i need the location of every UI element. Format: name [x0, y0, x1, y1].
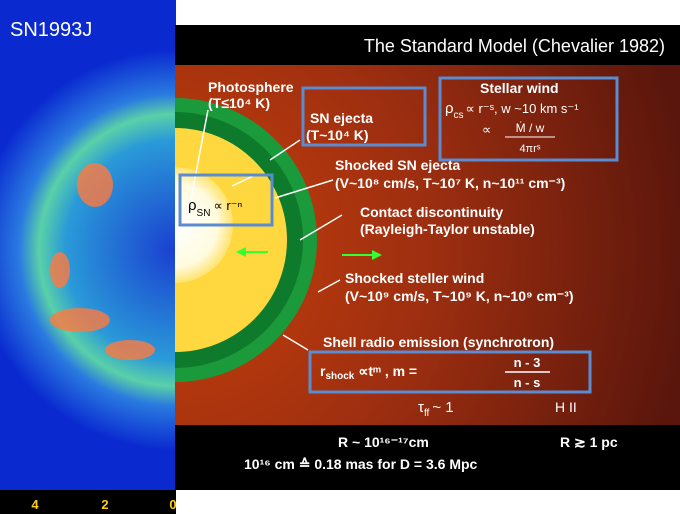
- label: (V~10⁸ cm/s, T~10⁷ K, n~10¹¹ cm⁻³): [335, 175, 565, 191]
- radio-image: SN1993J 4 2 0: [0, 0, 177, 514]
- axis-tick: 4: [31, 497, 39, 512]
- formula: ff: [424, 408, 430, 419]
- label: Shocked steller wind: [345, 270, 484, 286]
- formula: ρ: [445, 100, 454, 117]
- formula: SN: [197, 208, 211, 219]
- label: Stellar wind: [480, 80, 559, 96]
- label: Shell radio emission (synchrotron): [323, 334, 554, 350]
- label: Shocked SN ejecta: [335, 157, 460, 173]
- formula: ∝: [482, 122, 491, 137]
- image-label: SN1993J: [10, 19, 92, 41]
- formula: ∝tᵐ , m =: [358, 363, 417, 379]
- axis-tick: 2: [101, 497, 108, 512]
- axis-tick: 0: [169, 497, 176, 512]
- label: Contact discontinuity: [360, 204, 503, 220]
- footer-text: R ≳ 1 pc: [560, 434, 618, 450]
- slide: SN1993J 4 2 0 The Standard Model (Cheval…: [0, 0, 680, 514]
- label: (T~10⁴ K): [306, 127, 369, 143]
- formula: ∝ r⁻ⁿ: [213, 198, 242, 213]
- formula: Ṁ / w: [516, 121, 545, 135]
- formula: ∝ r⁻ˢ, w ~10 km s⁻¹: [466, 101, 580, 116]
- footer-text: R ~ 10¹⁶⁻¹⁷cm: [338, 434, 429, 450]
- title: The Standard Model (Chevalier 1982): [364, 36, 665, 56]
- label: (T≤10⁴ K): [208, 95, 270, 111]
- formula: n - 3: [514, 355, 541, 370]
- label: SN ejecta: [310, 110, 373, 126]
- label: (Rayleigh-Taylor unstable): [360, 221, 535, 237]
- footer-text: 10¹⁶ cm ≙ 0.18 mas for D = 3.6 Mpc: [244, 456, 478, 472]
- label: (V~10⁹ cm/s, T~10⁹ K, n~10⁹ cm⁻³): [345, 288, 573, 304]
- label: H II: [555, 399, 577, 415]
- formula: shock: [325, 371, 354, 382]
- formula: ρ: [188, 197, 197, 214]
- label: Photosphere: [208, 79, 294, 95]
- formula: 4πrˢ: [519, 143, 540, 155]
- formula: n - s: [514, 375, 541, 390]
- formula: cs: [454, 110, 464, 121]
- formula: ~ 1: [432, 399, 453, 416]
